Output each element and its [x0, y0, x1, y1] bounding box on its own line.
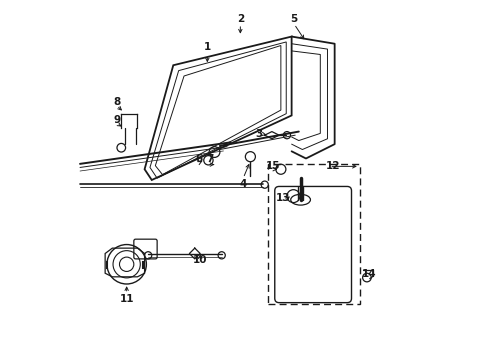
Text: 15: 15 [266, 161, 280, 171]
Bar [269, 164, 360, 304]
Text: 7: 7 [206, 154, 214, 164]
Text: 10: 10 [193, 255, 207, 265]
Text: 9: 9 [113, 115, 120, 125]
Text: 13: 13 [275, 193, 290, 203]
Text: 1: 1 [204, 42, 211, 52]
Text: 2: 2 [237, 14, 244, 24]
Text: 5: 5 [291, 14, 298, 24]
Text: 12: 12 [326, 161, 340, 171]
Text: 8: 8 [113, 97, 120, 107]
Text: 3: 3 [256, 129, 263, 139]
Text: 4: 4 [240, 179, 247, 189]
Text: 6: 6 [196, 154, 203, 164]
Text: 14: 14 [362, 269, 376, 279]
Text: 11: 11 [120, 294, 134, 304]
